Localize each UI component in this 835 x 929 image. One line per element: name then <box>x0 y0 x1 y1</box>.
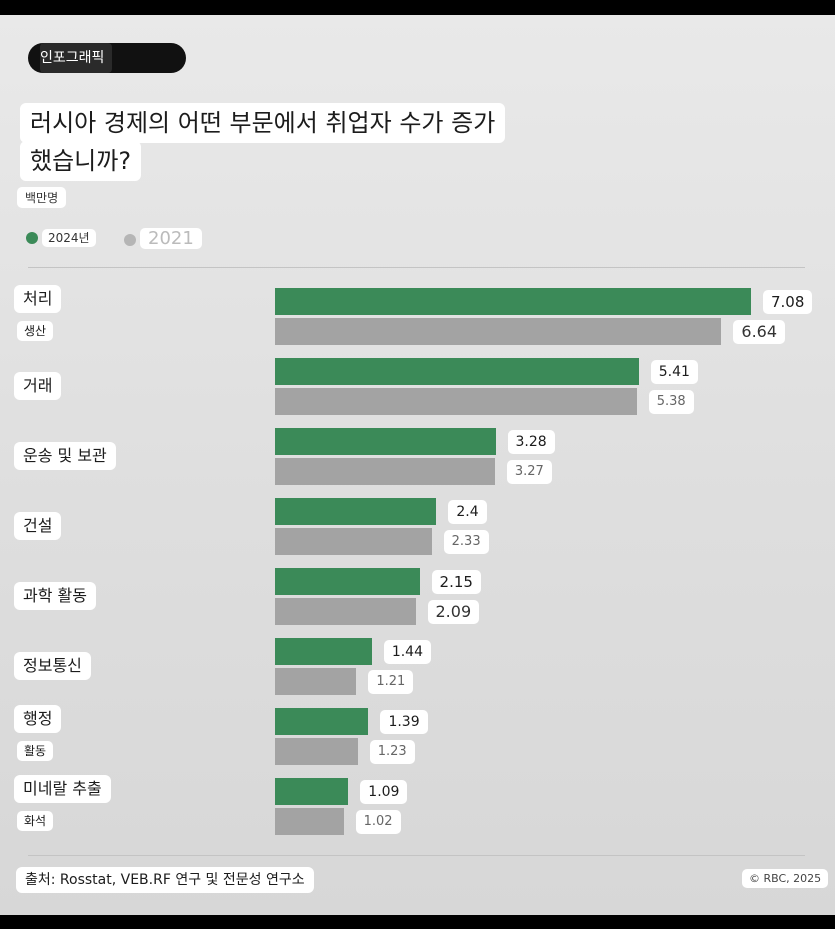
value-label-2024: 5.41 <box>650 360 698 384</box>
value-label-2024: 3.28 <box>507 430 555 454</box>
value-label-2024: 1.44 <box>383 640 431 664</box>
category-label: 과학 활동 <box>14 582 96 610</box>
bar-2021 <box>275 598 416 625</box>
chart-title-line2: 했습니까? <box>20 141 142 181</box>
bar-2024 <box>275 708 369 735</box>
category-label: 미네랄 추출 <box>14 775 111 803</box>
category-sublabel: 활동 <box>17 741 54 761</box>
value-label-2024: 1.09 <box>360 780 408 804</box>
bar-2021 <box>275 528 432 555</box>
value-label-2021: 3.27 <box>506 460 552 484</box>
chart-title: 러시아 경제의 어떤 부문에서 취업자 수가 증가 <box>20 103 506 143</box>
bar-2021 <box>275 318 722 345</box>
infographic-badge: 인포그래픽 <box>28 43 186 73</box>
value-label-2024: 2.15 <box>431 570 481 594</box>
infographic-card: 인포그래픽 러시아 경제의 어떤 부문에서 취업자 수가 증가 했습니까? 백만… <box>0 15 835 915</box>
value-label-2021: 1.23 <box>369 740 415 764</box>
bar-2021 <box>275 808 344 835</box>
copyright: © RBC, 2025 <box>742 869 829 888</box>
bar-2024 <box>275 638 372 665</box>
bar-2021 <box>275 388 637 415</box>
value-label-2021: 5.38 <box>648 390 694 414</box>
category-label: 정보통신 <box>14 652 91 680</box>
source-note: 출처: Rosstat, VEB.RF 연구 및 전문성 연구소 <box>16 867 314 893</box>
unit-label: 백만명 <box>17 187 67 208</box>
bar-2024 <box>275 778 349 805</box>
category-label: 거래 <box>14 372 62 400</box>
category-sublabel: 화석 <box>17 811 54 831</box>
value-label-2021: 1.21 <box>368 670 414 694</box>
bar-2024 <box>275 428 496 455</box>
bar-2024 <box>275 358 639 385</box>
bar-2024 <box>275 568 420 595</box>
bar-2021 <box>275 738 358 765</box>
legend-2024-swatch <box>26 232 38 244</box>
value-label-2024: 1.39 <box>380 710 428 734</box>
bottom-divider <box>28 855 805 856</box>
legend-2024: 2024년 <box>26 229 96 247</box>
value-label-2021: 6.64 <box>733 320 786 344</box>
legend-2021: 2021 <box>124 228 202 249</box>
category-label: 처리 <box>14 285 62 313</box>
value-label-2021: 2.09 <box>427 600 480 624</box>
category-label: 행정 <box>14 705 62 733</box>
category-label: 운송 및 보관 <box>14 442 116 470</box>
category-sublabel: 생산 <box>17 321 54 341</box>
value-label-2024: 2.4 <box>448 500 487 524</box>
value-label-2021: 2.33 <box>443 530 489 554</box>
bar-2024 <box>275 288 751 315</box>
value-label-2024: 7.08 <box>763 290 813 314</box>
bar-2021 <box>275 668 357 695</box>
value-label-2021: 1.02 <box>355 810 401 834</box>
bar-2024 <box>275 498 437 525</box>
legend-2021-swatch <box>124 234 136 246</box>
bar-2021 <box>275 458 495 485</box>
category-label: 건설 <box>14 512 62 540</box>
top-divider <box>28 267 805 268</box>
